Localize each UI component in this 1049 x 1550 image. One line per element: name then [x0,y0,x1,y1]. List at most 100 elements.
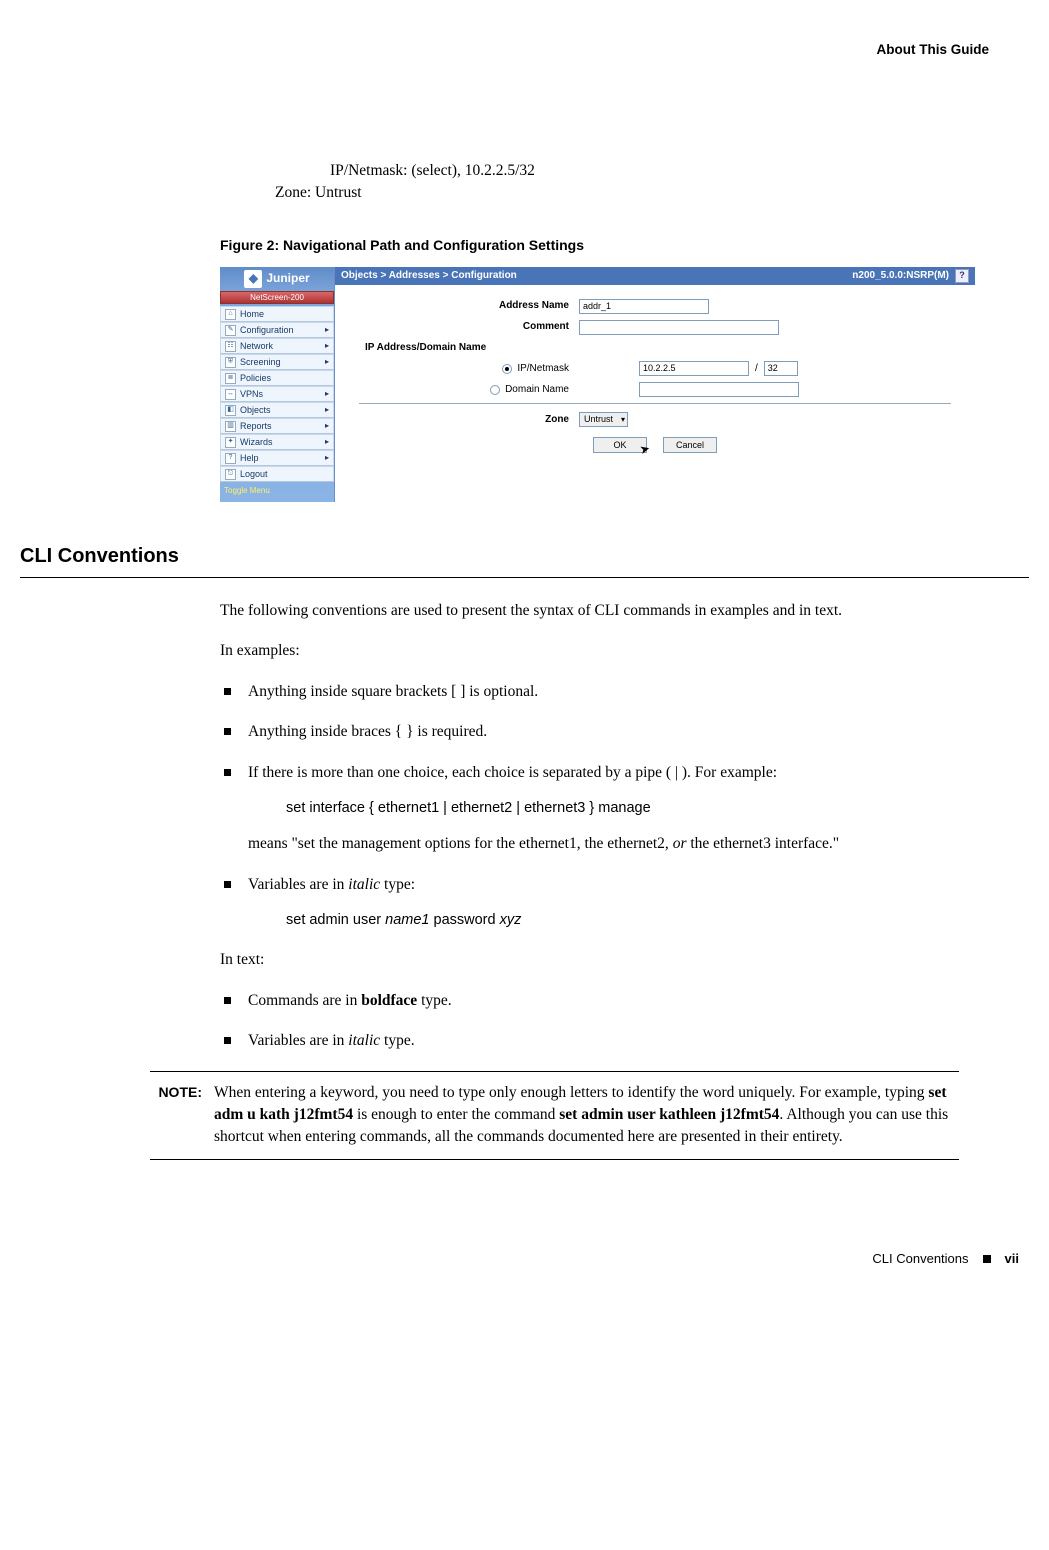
menu-screening[interactable]: ⛨ Screening ▸ [220,354,334,370]
input-mask[interactable]: 32 [764,361,798,376]
menu-label: Wizards [240,436,273,449]
cursor-icon: ➤ [638,440,652,459]
cli-conventions-heading: CLI Conventions [20,542,1029,571]
note-block: NOTE: When entering a keyword, you need … [150,1071,959,1160]
menu-home[interactable]: ⌂Home [220,306,334,322]
menu-wizards[interactable]: ✦ Wizards ▸ [220,434,334,450]
list-item: Variables are in italic type: set admin … [220,874,959,931]
ss-topbar: Objects > Addresses > Configuration n200… [335,267,975,285]
setting-zone: Zone: Untrust [275,182,959,204]
cli-example-command: set interface { ethernet1 | ethernet2 | … [286,798,959,819]
wizards-icon: ✦ [225,437,236,448]
text-fragment: Variables are in [248,1032,348,1049]
menu-label: Objects [240,404,271,417]
bullet-followup: means "set the management options for th… [248,833,959,855]
italic-text: italic [348,876,380,893]
cancel-button[interactable]: Cancel [663,437,717,453]
input-ip[interactable]: 10.2.2.5 [639,361,749,376]
label-ip-netmask: IP/Netmask [517,362,569,377]
label-address-name: Address Name [359,299,579,314]
text-fragment: type. [380,1032,414,1049]
chevron-right-icon: ▸ [325,404,329,416]
chevron-right-icon: ▸ [325,340,329,352]
list-item: Commands are in boldface type. [220,990,959,1012]
cmd-text: password [429,912,499,928]
menu-network[interactable]: ☷ Network ▸ [220,338,334,354]
ss-sidebar: ◆ Juniper NetScreen-200 ⌂Home ✎Configura… [220,267,335,502]
vpns-icon: ↔ [225,389,236,400]
menu-objects[interactable]: ◧ Objects ▸ [220,402,334,418]
bullet-text: Anything inside square brackets [ ] is o… [248,683,538,700]
label-domain-name: Domain Name [505,383,569,398]
menu-label: Network [240,340,273,353]
menu-reports[interactable]: ▥Reports▸ [220,418,334,434]
text-fragment: Commands are in [248,992,361,1009]
text-fragment: means "set the management options for th… [248,835,673,852]
setting-ip-netmask: IP/Netmask: (select), 10.2.2.5/32 [330,160,959,182]
input-comment[interactable] [579,320,779,335]
label-comment: Comment [359,320,579,335]
menu-help[interactable]: ? Help ▸ [220,450,334,466]
menu-logout[interactable]: ⎋Logout [220,466,334,482]
ss-main: Address Name addr_1 Comment IP Address/D… [335,285,975,502]
cmd-var: xyz [500,912,522,928]
menu-label: Help [240,452,259,465]
page-number: vii [1005,1250,1019,1269]
divider [359,403,951,404]
italic-text: or [673,835,687,852]
bold-text: boldface [361,992,417,1009]
page-footer: CLI Conventions vii [20,1250,1029,1269]
text-fragment: When entering a keyword, you need to typ… [214,1084,928,1101]
radio-domain-name[interactable] [490,385,500,395]
chevron-right-icon: ▸ [325,452,329,464]
menu-label: Screening [240,356,281,369]
text-fragment: type: [380,876,415,893]
menu-configuration[interactable]: ✎ Configuration ▸ [220,322,334,338]
logo-text: Juniper [266,270,309,287]
text-list: Commands are in boldface type. Variables… [220,990,959,1053]
menu-label: Configuration [240,324,294,337]
policies-icon: ≣ [225,373,236,384]
select-zone[interactable]: Untrust [579,412,628,427]
menu-label: Policies [240,372,271,385]
radio-ip-netmask[interactable] [502,364,512,374]
breadcrumb: Objects > Addresses > Configuration [341,269,517,284]
help-icon: ? [225,453,236,464]
device-id: n200_5.0.0:NSRP(M) [852,269,949,284]
menu-vpns[interactable]: ↔ VPNs ▸ [220,386,334,402]
menu-label: VPNs [240,388,263,401]
screening-icon: ⛨ [225,357,236,368]
text-fragment: Variables are in [248,876,348,893]
screenshot-figure: ◆ Juniper NetScreen-200 ⌂Home ✎Configura… [220,267,975,502]
menu-policies[interactable]: ≣ Policies [220,370,334,386]
cli-intro: The following conventions are used to pr… [220,600,959,622]
input-address-name[interactable]: addr_1 [579,299,709,314]
list-item: If there is more than one choice, each c… [220,762,959,856]
chevron-right-icon: ▸ [325,420,329,432]
chevron-right-icon: ▸ [325,388,329,400]
list-item: Anything inside square brackets [ ] is o… [220,681,959,703]
section-rule [20,577,1029,578]
network-icon: ☷ [225,341,236,352]
objects-icon: ◧ [225,405,236,416]
in-examples-label: In examples: [220,640,959,662]
list-item: Variables are in italic type. [220,1030,959,1052]
chevron-right-icon: ▸ [325,324,329,336]
text-fragment: is enough to enter the command [353,1106,559,1123]
footer-square-icon [983,1255,991,1263]
chevron-right-icon: ▸ [325,356,329,368]
input-domain-name[interactable] [639,382,799,397]
figure-caption: Figure 2: Navigational Path and Configur… [220,235,959,255]
toggle-menu[interactable]: Toggle Menu [220,482,334,502]
ok-button[interactable]: OK➤ [593,437,647,453]
cli-example-command: set admin user name1 password xyz [286,910,959,931]
help-button-icon[interactable]: ? [955,269,969,283]
page-header: About This Guide [20,40,1029,60]
in-text-label: In text: [220,949,959,971]
chevron-right-icon: ▸ [325,436,329,448]
menu-label: Logout [240,468,268,481]
config-icon: ✎ [225,325,236,336]
device-label: NetScreen-200 [220,291,334,305]
examples-list: Anything inside square brackets [ ] is o… [220,681,959,931]
bullet-text: Anything inside braces { } is required. [248,723,487,740]
